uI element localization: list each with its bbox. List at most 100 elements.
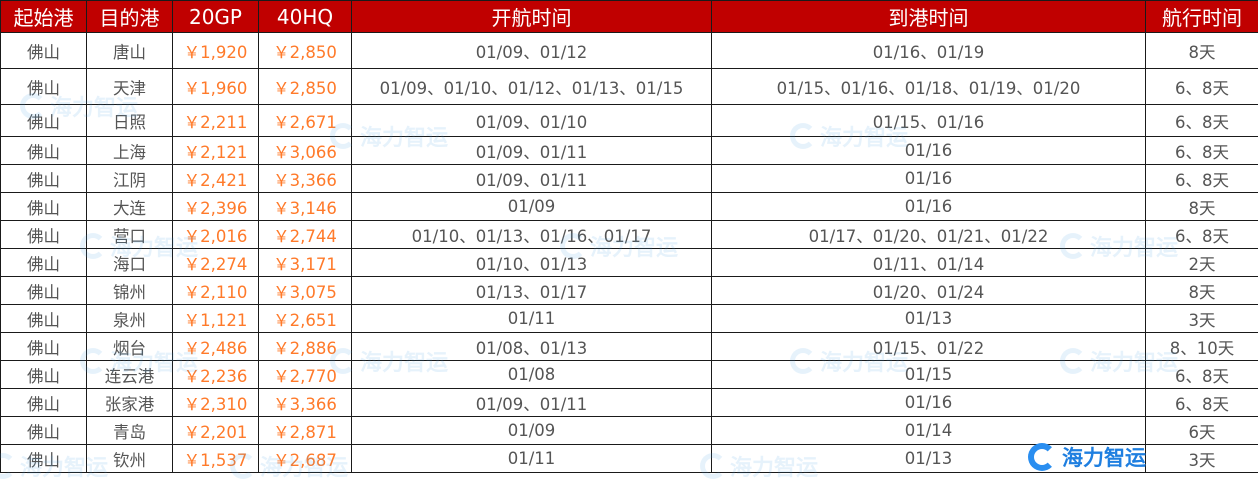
cell-price-20gp: ￥2,421 — [173, 165, 259, 193]
cell-price-40hq: ￥2,744 — [259, 221, 352, 249]
cell-destination-port: 泉州 — [87, 305, 173, 333]
cell-price-40hq: ￥2,651 — [259, 305, 352, 333]
cell-departure-dates: 01/08、01/13 — [352, 333, 712, 361]
cell-departure-dates: 01/09、01/10 — [352, 105, 712, 137]
cell-origin-port: 佛山 — [1, 277, 87, 305]
cell-destination-port: 大连 — [87, 193, 173, 221]
cell-price-20gp: ￥1,121 — [173, 305, 259, 333]
cell-arrival-dates: 01/15 — [712, 361, 1146, 389]
cell-transit-time: 6、8天 — [1146, 361, 1258, 389]
cell-destination-port: 连云港 — [87, 361, 173, 389]
brand-logo: 海力智运 — [1028, 442, 1146, 472]
cell-price-40hq: ￥2,871 — [259, 417, 352, 445]
cell-price-20gp: ￥2,236 — [173, 361, 259, 389]
cell-departure-dates: 01/10、01/13 — [352, 249, 712, 277]
cell-origin-port: 佛山 — [1, 33, 87, 69]
cell-arrival-dates: 01/16 — [712, 165, 1146, 193]
cell-price-20gp: ￥1,920 — [173, 33, 259, 69]
cell-transit-time: 8天 — [1146, 277, 1258, 305]
cell-arrival-dates: 01/15、01/22 — [712, 333, 1146, 361]
cell-transit-time: 6、8天 — [1146, 137, 1258, 165]
logo-text: 海力智运 — [1062, 442, 1146, 472]
cell-origin-port: 佛山 — [1, 333, 87, 361]
cell-departure-dates: 01/09 — [352, 417, 712, 445]
header-origin-port: 起始港 — [1, 1, 87, 33]
cell-price-20gp: ￥2,310 — [173, 389, 259, 417]
cell-price-40hq: ￥2,850 — [259, 33, 352, 69]
cell-price-40hq: ￥3,066 — [259, 137, 352, 165]
cell-arrival-dates: 01/16、01/19 — [712, 33, 1146, 69]
cell-price-20gp: ￥2,211 — [173, 105, 259, 137]
cell-transit-time: 6、8天 — [1146, 221, 1258, 249]
cell-price-40hq: ￥2,687 — [259, 445, 352, 473]
cell-transit-time: 8天 — [1146, 33, 1258, 69]
cell-destination-port: 营口 — [87, 221, 173, 249]
cell-departure-dates: 01/09、01/11 — [352, 165, 712, 193]
cell-transit-time: 6、8天 — [1146, 165, 1258, 193]
cell-arrival-dates: 01/17、01/20、01/21、01/22 — [712, 221, 1146, 249]
cell-origin-port: 佛山 — [1, 105, 87, 137]
cell-transit-time: 6、8天 — [1146, 105, 1258, 137]
cell-transit-time: 8、10天 — [1146, 333, 1258, 361]
header-destination-port: 目的港 — [87, 1, 173, 33]
cell-price-40hq: ￥3,366 — [259, 389, 352, 417]
cell-departure-dates: 01/09 — [352, 193, 712, 221]
cell-arrival-dates: 01/14 — [712, 417, 1146, 445]
cell-destination-port: 锦州 — [87, 277, 173, 305]
cell-destination-port: 钦州 — [87, 445, 173, 473]
header-price-20gp: 20GP — [173, 1, 259, 33]
cell-arrival-dates: 01/16 — [712, 193, 1146, 221]
cell-arrival-dates: 01/16 — [712, 137, 1146, 165]
cell-price-20gp: ￥2,110 — [173, 277, 259, 305]
cell-transit-time: 6、8天 — [1146, 389, 1258, 417]
cell-arrival-dates: 01/15、01/16、01/18、01/19、01/20 — [712, 69, 1146, 105]
cell-price-40hq: ￥2,850 — [259, 69, 352, 105]
cell-origin-port: 佛山 — [1, 305, 87, 333]
cell-origin-port: 佛山 — [1, 445, 87, 473]
cell-price-20gp: ￥2,201 — [173, 417, 259, 445]
cell-transit-time: 3天 — [1146, 305, 1258, 333]
cell-transit-time: 3天 — [1146, 445, 1258, 473]
cell-departure-dates: 01/09、01/11 — [352, 137, 712, 165]
cell-destination-port: 江阴 — [87, 165, 173, 193]
header-arrival-dates: 到港时间 — [712, 1, 1146, 33]
cell-destination-port: 海口 — [87, 249, 173, 277]
cell-arrival-dates: 01/13 — [712, 305, 1146, 333]
cell-departure-dates: 01/13、01/17 — [352, 277, 712, 305]
header-price-40hq: 40HQ — [259, 1, 352, 33]
cell-price-40hq: ￥2,770 — [259, 361, 352, 389]
cell-price-20gp: ￥2,396 — [173, 193, 259, 221]
cell-transit-time: 8天 — [1146, 193, 1258, 221]
cell-departure-dates: 01/09、01/11 — [352, 389, 712, 417]
cell-origin-port: 佛山 — [1, 249, 87, 277]
cell-departure-dates: 01/10、01/13、01/16、01/17 — [352, 221, 712, 249]
cell-arrival-dates: 01/15、01/16 — [712, 105, 1146, 137]
cell-origin-port: 佛山 — [1, 361, 87, 389]
cell-departure-dates: 01/09、01/12 — [352, 33, 712, 69]
cell-price-20gp: ￥1,960 — [173, 69, 259, 105]
cell-destination-port: 唐山 — [87, 33, 173, 69]
cell-destination-port: 烟台 — [87, 333, 173, 361]
cell-transit-time: 2天 — [1146, 249, 1258, 277]
cell-price-40hq: ￥3,171 — [259, 249, 352, 277]
logo-icon — [1028, 443, 1056, 471]
cell-departure-dates: 01/09、01/10、01/12、01/13、01/15 — [352, 69, 712, 105]
cell-destination-port: 青岛 — [87, 417, 173, 445]
cell-arrival-dates: 01/11、01/14 — [712, 249, 1146, 277]
cell-destination-port: 张家港 — [87, 389, 173, 417]
header-departure-dates: 开航时间 — [352, 1, 712, 33]
